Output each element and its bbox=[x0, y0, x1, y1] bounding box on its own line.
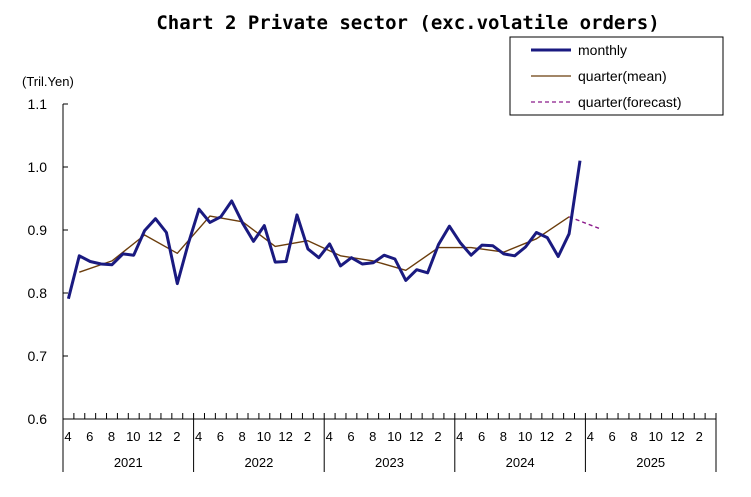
chart-title: Chart 2 Private sector (exc.volatile ord… bbox=[156, 12, 659, 34]
axes bbox=[62, 104, 716, 420]
x-tick-label: 6 bbox=[347, 429, 354, 444]
series-line-monthly bbox=[66, 160, 582, 300]
x-tick-label: 6 bbox=[609, 429, 616, 444]
x-tick-label: 4 bbox=[456, 429, 463, 444]
x-tick-label: 6 bbox=[86, 429, 93, 444]
series-line-quarter-mean bbox=[79, 215, 570, 273]
x-tick-label: 10 bbox=[257, 429, 271, 444]
legend-label-quarter-mean: quarter(mean) bbox=[578, 68, 667, 84]
y-tick-label: 0.9 bbox=[28, 222, 48, 238]
y-unit-label: (Tril.Yen) bbox=[22, 74, 74, 89]
legend: monthly quarter(mean) quarter(forecast) bbox=[509, 36, 724, 116]
x-tick-label: 8 bbox=[108, 429, 115, 444]
x-tick-label: 2 bbox=[696, 429, 703, 444]
x-tick-label: 2 bbox=[173, 429, 180, 444]
x-tick-label: 10 bbox=[648, 429, 662, 444]
y-ticks: 0.6 0.7 0.8 0.9 1.0 1.1 bbox=[28, 96, 68, 427]
x-tick-label: 4 bbox=[587, 429, 594, 444]
legend-label-quarter-forecast: quarter(forecast) bbox=[578, 94, 681, 110]
x-tick-label: 8 bbox=[369, 429, 376, 444]
x-tick-label: 4 bbox=[326, 429, 333, 444]
year-label: 2024 bbox=[506, 455, 535, 470]
y-tick-label: 1.1 bbox=[28, 96, 48, 112]
x-ticks: 4 6 8 10 12 2 4 6 8 10 12 2 4 6 8 10 12 2 4 6 8 10 12 2 4 6 8 10 12 2… bbox=[62, 413, 717, 472]
series-line-quarter-forecast bbox=[568, 216, 602, 231]
year-label: 2021 bbox=[114, 455, 143, 470]
x-tick-label: 12 bbox=[670, 429, 684, 444]
y-tick-label: 1.0 bbox=[28, 159, 48, 175]
x-tick-label: 10 bbox=[518, 429, 532, 444]
x-tick-label: 12 bbox=[148, 429, 162, 444]
x-tick-label: 8 bbox=[500, 429, 507, 444]
x-tick-label: 2 bbox=[304, 429, 311, 444]
y-tick-label: 0.8 bbox=[28, 285, 48, 301]
x-tick-label: 2 bbox=[434, 429, 441, 444]
year-label: 2022 bbox=[244, 455, 273, 470]
x-tick-label: 6 bbox=[217, 429, 224, 444]
y-tick-label: 0.7 bbox=[28, 348, 48, 364]
x-tick-label: 12 bbox=[409, 429, 423, 444]
y-tick-label: 0.6 bbox=[28, 411, 48, 427]
year-label: 2025 bbox=[636, 455, 665, 470]
x-tick-label: 10 bbox=[126, 429, 140, 444]
x-tick-label: 6 bbox=[478, 429, 485, 444]
series-layer bbox=[66, 160, 602, 300]
x-tick-label: 4 bbox=[195, 429, 202, 444]
x-tick-label: 12 bbox=[540, 429, 554, 444]
x-tick-label: 8 bbox=[239, 429, 246, 444]
x-tick-label: 12 bbox=[278, 429, 292, 444]
x-tick-label: 4 bbox=[64, 429, 71, 444]
year-label: 2023 bbox=[375, 455, 404, 470]
legend-label-monthly: monthly bbox=[578, 42, 627, 58]
x-tick-label: 10 bbox=[387, 429, 401, 444]
x-tick-label: 8 bbox=[630, 429, 637, 444]
x-tick-label: 2 bbox=[565, 429, 572, 444]
